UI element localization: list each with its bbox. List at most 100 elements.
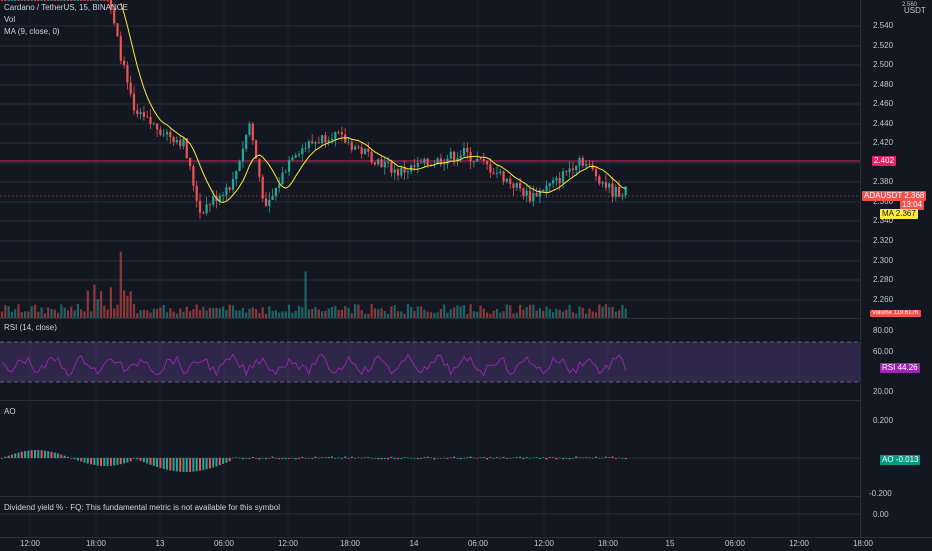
volume-indicator-label[interactable]: Vol [4, 15, 16, 24]
ao-bar [456, 458, 459, 459]
candle-body [278, 184, 281, 188]
volume-bar [380, 308, 383, 318]
volume-bar [96, 298, 99, 318]
ao-bar [529, 458, 531, 459]
volume-bar [129, 291, 132, 318]
candle-body [179, 140, 182, 147]
volume-bar [426, 311, 429, 318]
ao-bar [618, 457, 621, 459]
ao-bar [509, 458, 512, 459]
volume-bar [142, 309, 145, 318]
volume-bar [136, 313, 139, 318]
volume-bar [396, 311, 400, 318]
ao-bar [502, 456, 505, 458]
ao-bar [284, 458, 287, 460]
ao-bar [7, 455, 10, 458]
candle-body [538, 190, 541, 197]
volume-bar [350, 313, 353, 318]
volume-bar [165, 312, 169, 318]
volume-bar [403, 313, 406, 318]
ao-bar [304, 457, 307, 459]
volume-bar [492, 310, 495, 318]
ao-bar [271, 456, 274, 458]
ao-bar [258, 458, 261, 460]
candle-body [512, 183, 515, 188]
rsi-indicator-label[interactable]: RSI (14, close) [4, 323, 57, 332]
volume-bar [0, 311, 4, 318]
candle-body [288, 160, 291, 172]
volume-bar [505, 304, 508, 318]
volume-bar [17, 304, 20, 318]
ma-indicator-label[interactable]: MA (9, close, 0) [4, 27, 60, 36]
pane-divider[interactable] [0, 318, 860, 319]
volume-bar [291, 312, 294, 318]
ao-bar [100, 458, 102, 466]
candle-body [387, 161, 390, 163]
ao-indicator-label[interactable]: AO [4, 407, 16, 416]
candle-body [284, 171, 287, 173]
candle-body [20, 0, 23, 1]
time-tick: 15 [665, 539, 675, 548]
pane-divider[interactable] [0, 400, 860, 401]
ao-bar [298, 458, 300, 459]
candle-body [604, 182, 607, 188]
chart-title[interactable]: Cardano / TetherUS, 15, BINANCE [4, 3, 128, 12]
volume-bar [10, 311, 13, 318]
candle-body [565, 171, 568, 173]
ao-bar [139, 458, 142, 461]
volume-bar [522, 309, 525, 318]
ao-bar [199, 458, 201, 471]
ao-bar [80, 458, 83, 462]
time-axis[interactable] [0, 537, 932, 551]
candle-body [99, 0, 103, 1]
volume-bar [489, 313, 492, 318]
ao-bar [532, 457, 535, 459]
ao-bar [301, 456, 304, 458]
volume-bar [482, 308, 485, 318]
volume-bar [228, 304, 231, 318]
candle-body [486, 160, 489, 165]
candle-body [350, 142, 353, 150]
volume-bar [330, 306, 334, 318]
candle-body [581, 157, 584, 166]
candle-body [380, 159, 383, 168]
candle-body [502, 171, 505, 182]
volume-bar [251, 307, 254, 318]
candle-body [113, 8, 116, 24]
pane-divider[interactable] [0, 496, 860, 497]
volume-bar [429, 312, 433, 318]
volume-bar [591, 311, 594, 318]
ao-bar [248, 458, 251, 459]
ao-bar [443, 457, 446, 459]
volume-bar [53, 309, 56, 318]
candle-body [509, 178, 512, 184]
time-tick: 13 [155, 539, 165, 548]
price-tick: 2.420 [873, 138, 894, 147]
ao-bar [294, 458, 297, 460]
candle-body [360, 147, 363, 154]
candle-body [522, 188, 525, 196]
candle-body [136, 110, 139, 115]
candle-body [103, 0, 106, 1]
ao-bar [281, 458, 284, 460]
ao-bar [433, 458, 436, 460]
time-tick: 12:00 [788, 539, 810, 548]
volume-bar [363, 313, 367, 318]
candle-body [146, 116, 149, 118]
candle-body [614, 186, 617, 197]
candle-body [558, 178, 561, 184]
candle-body [423, 158, 426, 164]
time-tick: 18:00 [85, 539, 107, 548]
time-tick: 06:00 [467, 539, 489, 548]
volume-bar [561, 311, 565, 318]
price-axis[interactable] [860, 0, 932, 537]
time-tick: 06:00 [213, 539, 235, 548]
ao-bar [321, 457, 324, 458]
candle-body [624, 186, 627, 196]
ao-tick-negative: -0.200 [869, 489, 892, 498]
candle-body [17, 0, 20, 1]
ao-bar [274, 458, 277, 459]
ao-bar [595, 456, 597, 458]
chart-canvas[interactable] [0, 0, 860, 537]
ao-bar [621, 458, 624, 459]
